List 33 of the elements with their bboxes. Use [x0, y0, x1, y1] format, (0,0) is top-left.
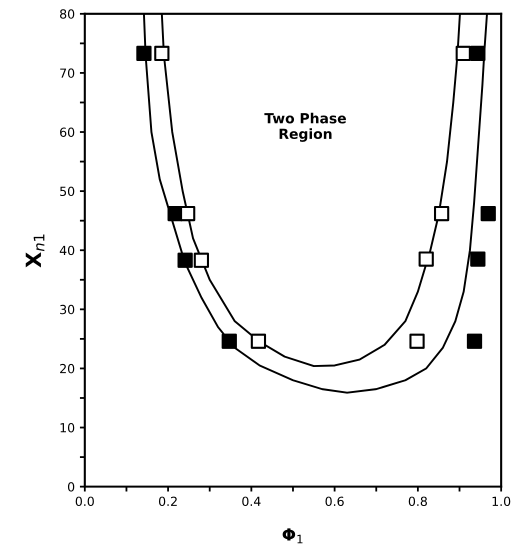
x-tick-label: 0.0	[76, 496, 94, 506]
point	[470, 251, 486, 267]
annotation: Two Phase Region	[264, 112, 346, 142]
point	[154, 46, 170, 62]
point	[434, 206, 450, 222]
x-tick-label: 0.4	[242, 496, 261, 506]
x-tick-label: 1.0	[492, 496, 510, 506]
y-tick-label: 40	[60, 246, 74, 256]
point	[456, 46, 471, 62]
point	[136, 46, 152, 62]
point	[178, 252, 193, 268]
y-tick-label: 70	[60, 68, 74, 78]
point	[409, 334, 425, 349]
x-axis-title: Φ$_{1}$	[282, 528, 302, 544]
point	[466, 334, 482, 349]
point	[250, 334, 266, 349]
point	[480, 206, 496, 222]
y-axis-title: X$_{n1}$	[26, 234, 44, 268]
y-tick-label: 0	[68, 482, 74, 492]
y-tick-label: 10	[60, 423, 74, 432]
y-tick-label: 60	[60, 128, 74, 137]
x-tick-label: 0.2	[158, 496, 177, 506]
x-tick-label: 0.8	[408, 496, 427, 506]
y-tick-label: 50	[60, 186, 74, 196]
y-tick-label: 80	[60, 9, 74, 19]
x-tick-label: 0.6	[326, 496, 344, 506]
point	[194, 252, 210, 268]
point	[180, 206, 196, 222]
point	[418, 251, 434, 267]
y-tick-label: 30	[60, 304, 74, 314]
point	[470, 46, 486, 62]
point	[222, 334, 237, 349]
y-tick-label: 20	[60, 364, 74, 374]
